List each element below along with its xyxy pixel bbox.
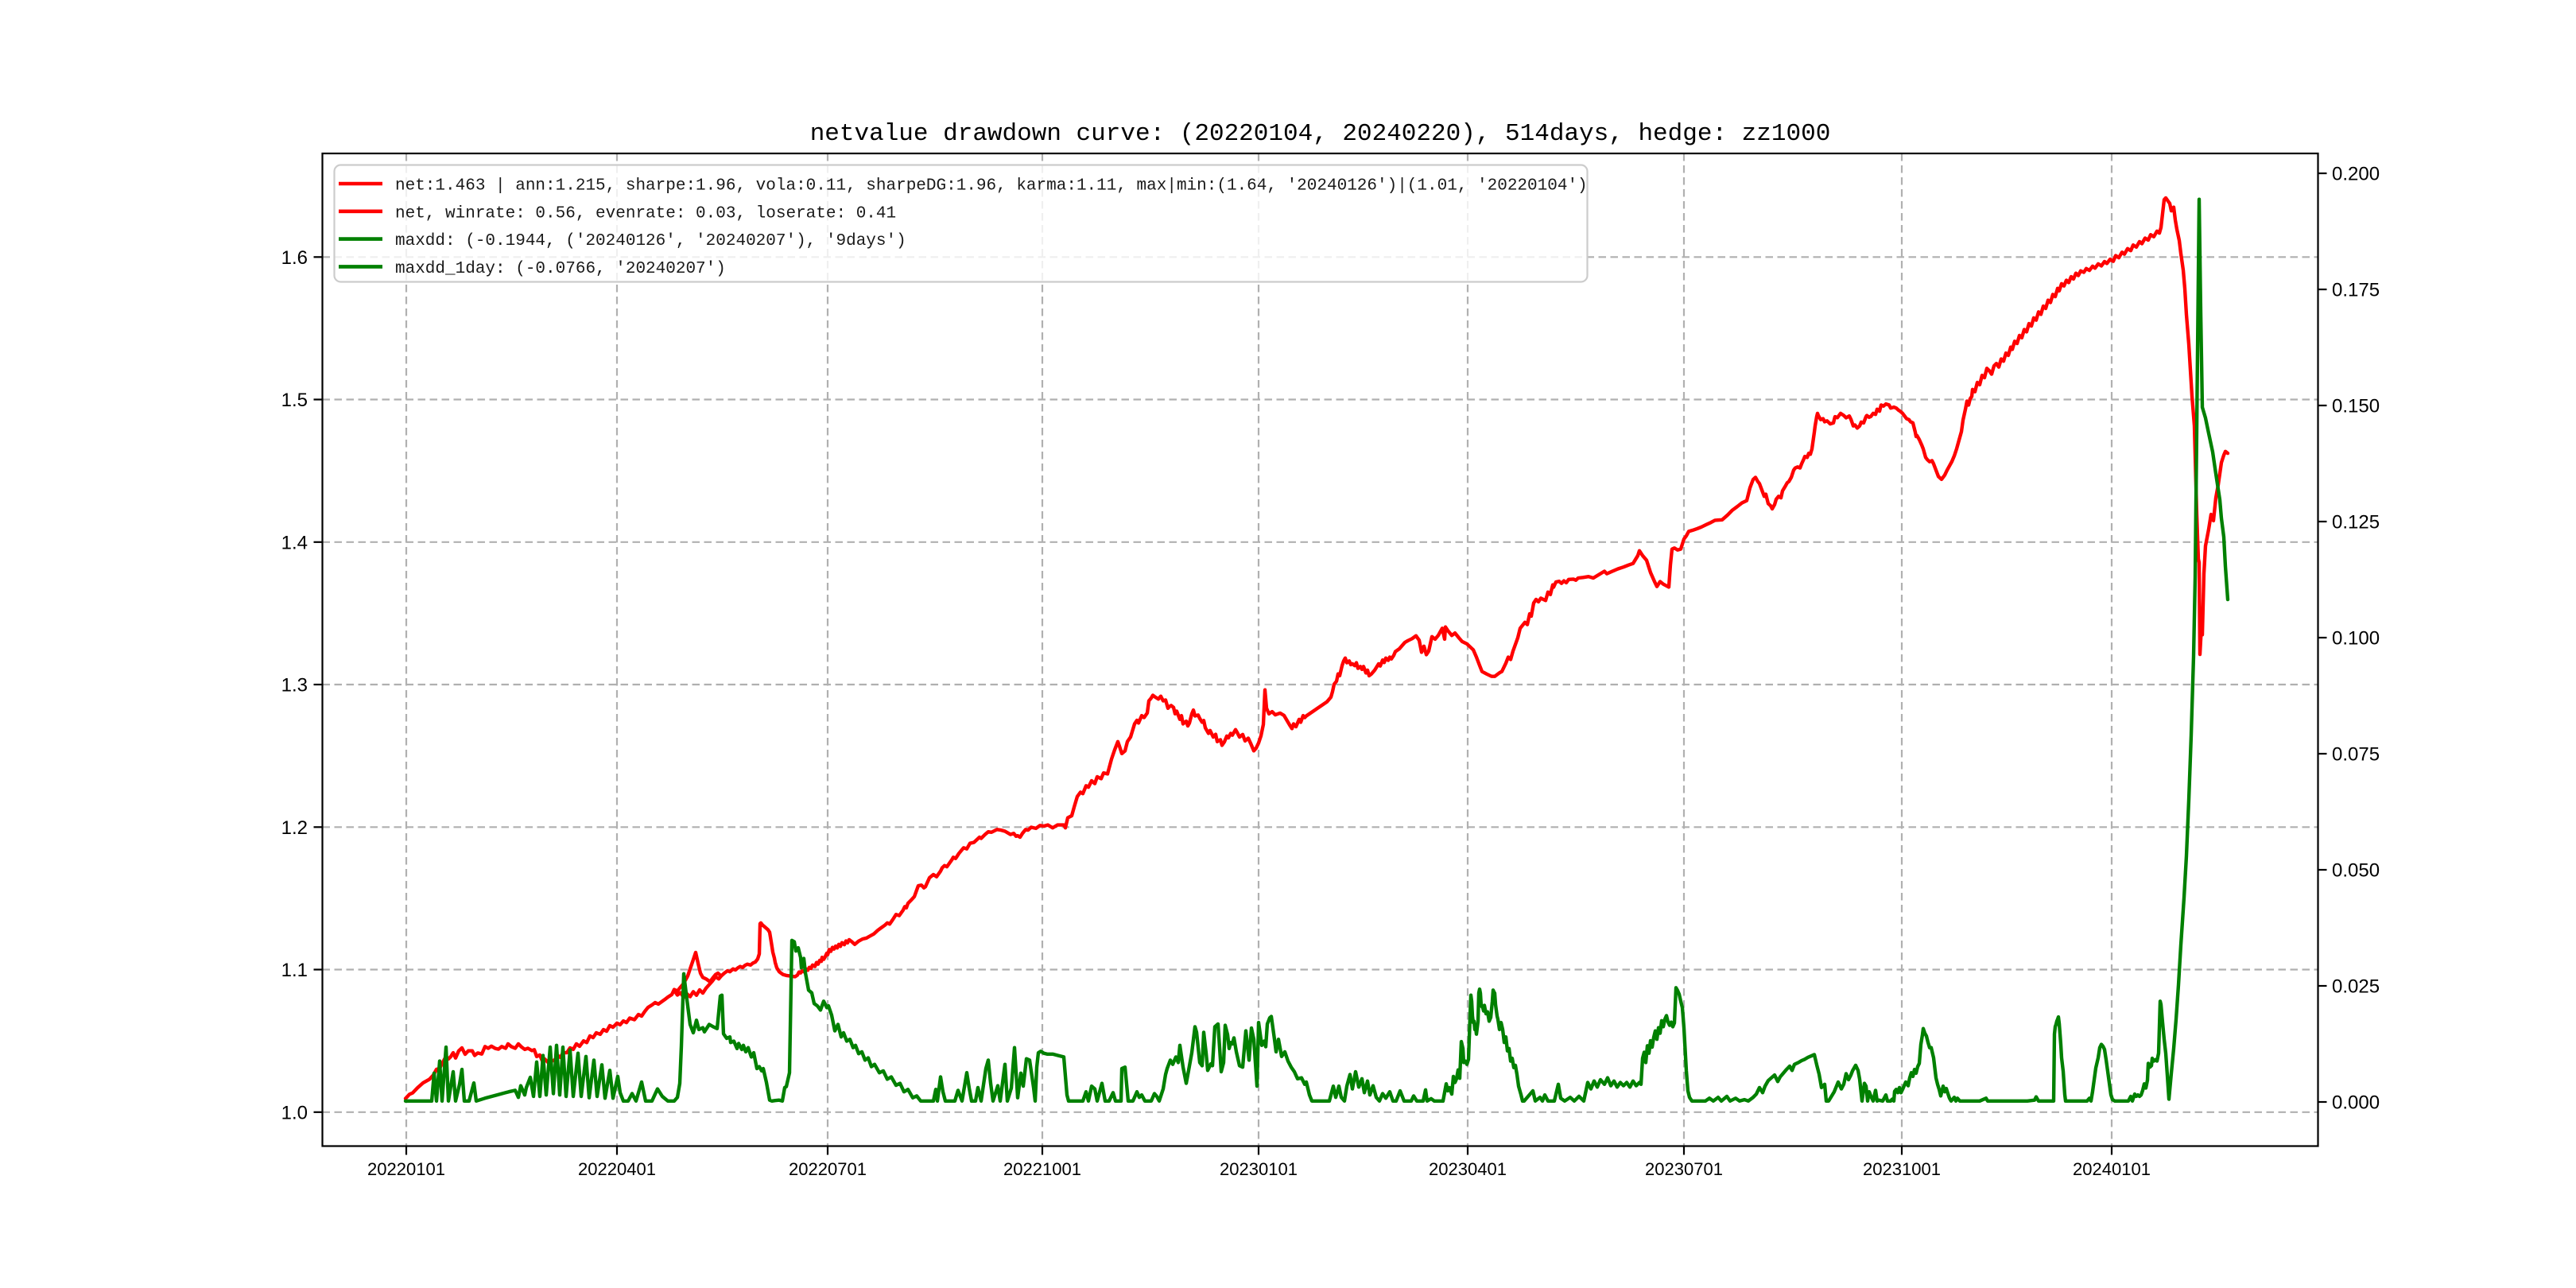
- svg-text:0.025: 0.025: [2332, 976, 2380, 998]
- svg-text:1.3: 1.3: [281, 675, 308, 696]
- svg-text:maxdd_1day: (-0.0766, '2024020: maxdd_1day: (-0.0766, '20240207'): [395, 260, 726, 278]
- svg-text:20231001: 20231001: [1863, 1159, 1941, 1179]
- svg-text:0.075: 0.075: [2332, 744, 2380, 766]
- svg-text:1.4: 1.4: [281, 532, 308, 553]
- svg-text:20220101: 20220101: [367, 1159, 445, 1179]
- svg-text:0.125: 0.125: [2332, 512, 2380, 533]
- svg-text:0.200: 0.200: [2332, 164, 2380, 185]
- svg-text:net, winrate: 0.56, evenrate:: net, winrate: 0.56, evenrate: 0.03, lose…: [395, 204, 896, 223]
- svg-text:1.1: 1.1: [281, 960, 308, 981]
- svg-text:20220401: 20220401: [578, 1159, 656, 1179]
- svg-text:0.050: 0.050: [2332, 860, 2380, 882]
- svg-text:0.100: 0.100: [2332, 628, 2380, 650]
- svg-text:0.000: 0.000: [2332, 1092, 2380, 1114]
- svg-text:1.5: 1.5: [281, 390, 308, 411]
- svg-text:1.2: 1.2: [281, 817, 308, 839]
- svg-text:1.6: 1.6: [281, 247, 308, 269]
- svg-text:1.0: 1.0: [281, 1102, 308, 1123]
- svg-text:20230701: 20230701: [1645, 1159, 1723, 1179]
- svg-text:20220701: 20220701: [789, 1159, 867, 1179]
- svg-text:20230401: 20230401: [1429, 1159, 1507, 1179]
- svg-text:0.175: 0.175: [2332, 280, 2380, 301]
- svg-text:netvalue drawdown curve: (2022: netvalue drawdown curve: (20220104, 2024…: [810, 120, 1831, 148]
- svg-text:20230101: 20230101: [1220, 1159, 1298, 1179]
- svg-text:20221001: 20221001: [1003, 1159, 1081, 1179]
- svg-text:maxdd: (-0.1944, ('20240126',: maxdd: (-0.1944, ('20240126', '20240207'…: [395, 232, 906, 250]
- svg-text:0.150: 0.150: [2332, 396, 2380, 417]
- svg-text:net:1.463 | ann:1.215, sharpe:: net:1.463 | ann:1.215, sharpe:1.96, vola…: [395, 177, 1588, 196]
- svg-text:20240101: 20240101: [2073, 1159, 2151, 1179]
